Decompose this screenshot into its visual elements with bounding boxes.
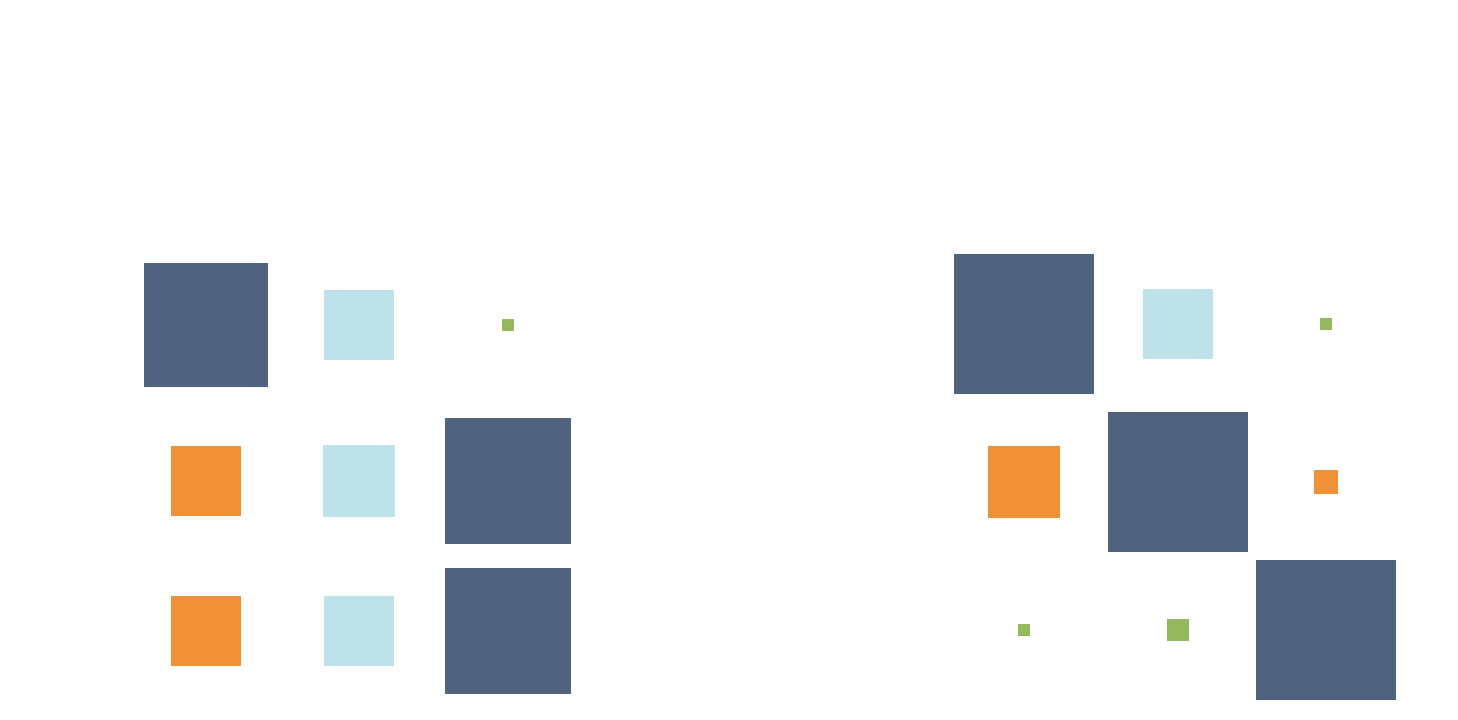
matrix-1-cell-r2-c0 bbox=[1018, 624, 1030, 636]
matrix-1-cell-r0-c2 bbox=[1320, 318, 1332, 330]
matrix-1-cell-r1-c0 bbox=[988, 446, 1060, 518]
matrix-0-cell-r2-c0 bbox=[171, 596, 241, 666]
matrix-1-cell-r0-c0 bbox=[954, 254, 1094, 394]
matrix-1-cell-r2-c2 bbox=[1256, 560, 1396, 700]
right-square-matrix bbox=[954, 254, 1396, 700]
matrix-1-cell-r0-c1 bbox=[1143, 289, 1213, 359]
matrix-0-cell-r1-c0 bbox=[171, 446, 241, 516]
matrix-0-cell-r2-c1 bbox=[324, 596, 394, 666]
matrix-0-cell-r0-c2 bbox=[502, 319, 514, 331]
matrix-1-cell-r1-c2 bbox=[1314, 470, 1338, 494]
matrix-0-cell-r1-c2 bbox=[445, 418, 571, 544]
left-square-matrix bbox=[144, 263, 571, 694]
matrix-0-cell-r0-c0 bbox=[144, 263, 268, 387]
matrix-0-cell-r0-c1 bbox=[324, 290, 394, 360]
matrix-0-cell-r1-c1 bbox=[323, 445, 395, 517]
matrix-1-cell-r2-c1 bbox=[1167, 619, 1189, 641]
matrix-1-cell-r1-c1 bbox=[1108, 412, 1248, 552]
matrix-0-cell-r2-c2 bbox=[445, 568, 571, 694]
